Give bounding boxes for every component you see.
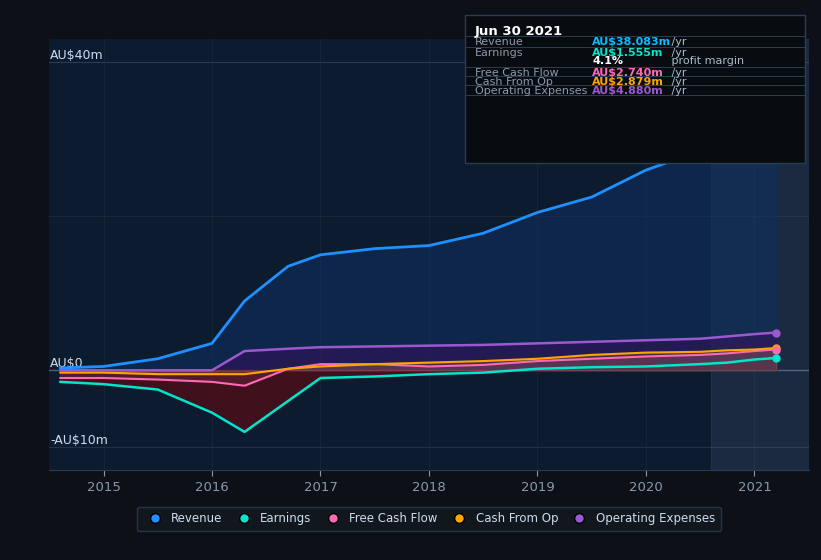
Text: AU$38.083m: AU$38.083m	[592, 37, 672, 47]
Text: profit margin: profit margin	[667, 57, 744, 67]
Text: AU$0: AU$0	[50, 357, 84, 370]
Text: Operating Expenses: Operating Expenses	[475, 86, 587, 96]
Text: AU$2.879m: AU$2.879m	[592, 77, 664, 87]
Legend: Revenue, Earnings, Free Cash Flow, Cash From Op, Operating Expenses: Revenue, Earnings, Free Cash Flow, Cash …	[137, 507, 721, 531]
Text: /yr: /yr	[667, 48, 686, 58]
Text: /yr: /yr	[667, 37, 686, 47]
Text: Free Cash Flow: Free Cash Flow	[475, 68, 558, 78]
Text: -AU$10m: -AU$10m	[50, 435, 108, 447]
Text: /yr: /yr	[667, 68, 686, 78]
Text: AU$2.740m: AU$2.740m	[592, 68, 664, 78]
Text: AU$4.880m: AU$4.880m	[592, 86, 664, 96]
Text: /yr: /yr	[667, 77, 686, 87]
Bar	[711, 39, 809, 470]
Text: Earnings: Earnings	[475, 48, 523, 58]
Text: Cash From Op: Cash From Op	[475, 77, 553, 87]
Text: Revenue: Revenue	[475, 37, 524, 47]
Text: /yr: /yr	[667, 86, 686, 96]
Text: AU$40m: AU$40m	[50, 49, 103, 62]
Text: AU$1.555m: AU$1.555m	[592, 48, 663, 58]
Text: Jun 30 2021: Jun 30 2021	[475, 25, 563, 38]
Text: 4.1%: 4.1%	[592, 57, 623, 67]
